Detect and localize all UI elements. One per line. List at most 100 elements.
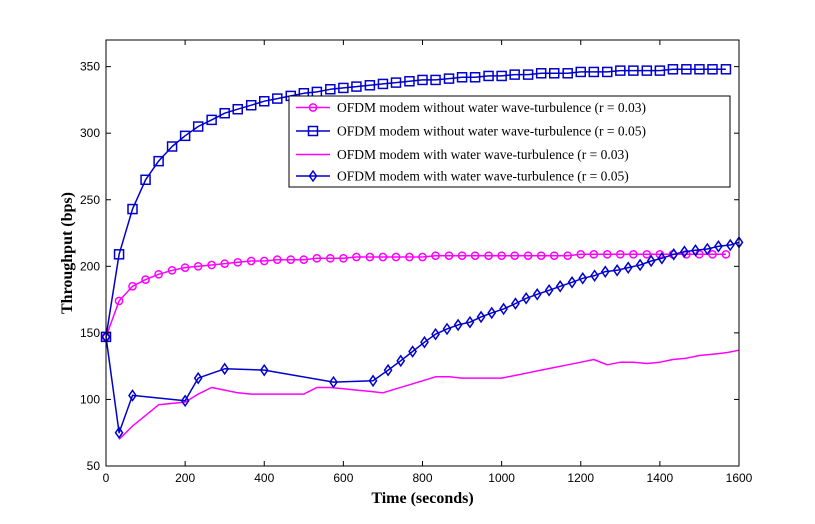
data-point — [430, 74, 441, 86]
series-line — [105, 253, 726, 338]
x-tick-label: 1200 — [567, 471, 594, 485]
legend-marker — [307, 125, 319, 137]
data-point — [417, 74, 428, 86]
data-point — [615, 65, 626, 76]
data-point — [405, 252, 414, 262]
legend-label: OFDM modem without water wave-turbulence… — [337, 100, 646, 115]
data-point — [497, 251, 506, 261]
data-point — [679, 245, 689, 258]
data-point — [193, 261, 203, 271]
data-point — [714, 240, 723, 253]
data-point — [499, 302, 509, 316]
data-point — [548, 68, 560, 79]
x-axis-label: Time (seconds) — [371, 490, 473, 507]
data-point — [725, 238, 735, 252]
data-point — [708, 249, 717, 259]
data-point — [220, 259, 230, 268]
data-point — [245, 99, 257, 111]
data-point — [443, 73, 455, 84]
legend: OFDM modem without water wave-turbulence… — [288, 95, 731, 188]
data-point — [390, 77, 402, 88]
data-point — [418, 252, 427, 262]
x-tick-label: 200 — [175, 471, 195, 485]
data-point — [167, 265, 177, 275]
data-point — [431, 251, 440, 261]
data-point — [378, 252, 388, 262]
data-point — [153, 155, 164, 167]
data-point — [364, 80, 376, 91]
y-tick-label: 100 — [80, 392, 100, 406]
data-point — [329, 375, 338, 389]
legend-box — [288, 95, 731, 188]
data-point — [179, 130, 191, 142]
data-point — [272, 93, 283, 104]
series-layer — [100, 64, 744, 440]
legend-item: OFDM modem without water wave-turbulence… — [296, 100, 646, 115]
data-point — [667, 64, 679, 75]
data-point — [655, 249, 665, 259]
data-point — [544, 283, 554, 297]
data-point — [312, 253, 322, 263]
x-tick-label: 1400 — [647, 471, 674, 485]
data-point — [154, 269, 163, 279]
data-point — [578, 271, 588, 285]
data-point — [233, 257, 243, 267]
data-point — [207, 260, 216, 270]
legend-item: OFDM modem with water wave-turbulence (r… — [296, 147, 629, 162]
data-point — [128, 281, 137, 291]
data-point — [588, 66, 600, 78]
data-point — [567, 275, 577, 289]
data-point — [193, 371, 203, 385]
series-3 — [118, 349, 740, 440]
data-point — [702, 242, 712, 256]
data-point — [352, 252, 361, 262]
data-point — [641, 65, 653, 76]
data-point — [286, 255, 296, 265]
data-point — [431, 327, 440, 341]
data-point — [220, 362, 230, 376]
legend-marker — [308, 103, 318, 112]
x-tick-label: 800 — [412, 471, 432, 485]
data-point — [721, 249, 731, 259]
data-point — [408, 345, 418, 358]
data-point — [510, 251, 520, 261]
data-point — [383, 363, 393, 377]
series-2 — [100, 64, 732, 343]
data-point — [351, 81, 362, 92]
data-point — [720, 64, 732, 75]
data-point — [128, 389, 137, 402]
data-point — [453, 318, 463, 332]
data-point — [299, 255, 309, 265]
y-tick-label: 50 — [87, 459, 101, 473]
data-point — [325, 253, 335, 263]
data-point — [180, 263, 190, 272]
legend-label: OFDM modem with water wave-turbulence (r… — [337, 169, 629, 184]
data-point — [339, 253, 348, 263]
data-point — [669, 248, 679, 261]
data-point — [420, 335, 429, 349]
ticks-layer: 0 200 400 600 800 1000 1200 1400 1600 50 100 150 200… — [80, 40, 753, 485]
data-point — [113, 249, 125, 260]
data-point — [549, 251, 559, 261]
data-point — [232, 103, 243, 115]
data-point — [600, 265, 610, 278]
series-line — [105, 241, 740, 434]
data-point — [523, 251, 533, 261]
x-tick-label: 0 — [103, 471, 110, 485]
data-point — [694, 64, 705, 75]
data-point — [180, 394, 190, 408]
data-point — [509, 69, 520, 80]
data-point — [127, 203, 138, 215]
data-point — [365, 252, 375, 262]
data-point — [487, 306, 497, 320]
legend-label: OFDM modem with water wave-turbulence (r… — [337, 147, 629, 162]
data-point — [141, 275, 150, 284]
data-point — [657, 252, 667, 265]
data-point — [192, 121, 204, 132]
data-point — [391, 252, 401, 262]
data-point — [707, 64, 718, 75]
data-point — [377, 78, 389, 90]
y-tick-label: 200 — [80, 259, 100, 273]
data-point — [612, 263, 622, 277]
